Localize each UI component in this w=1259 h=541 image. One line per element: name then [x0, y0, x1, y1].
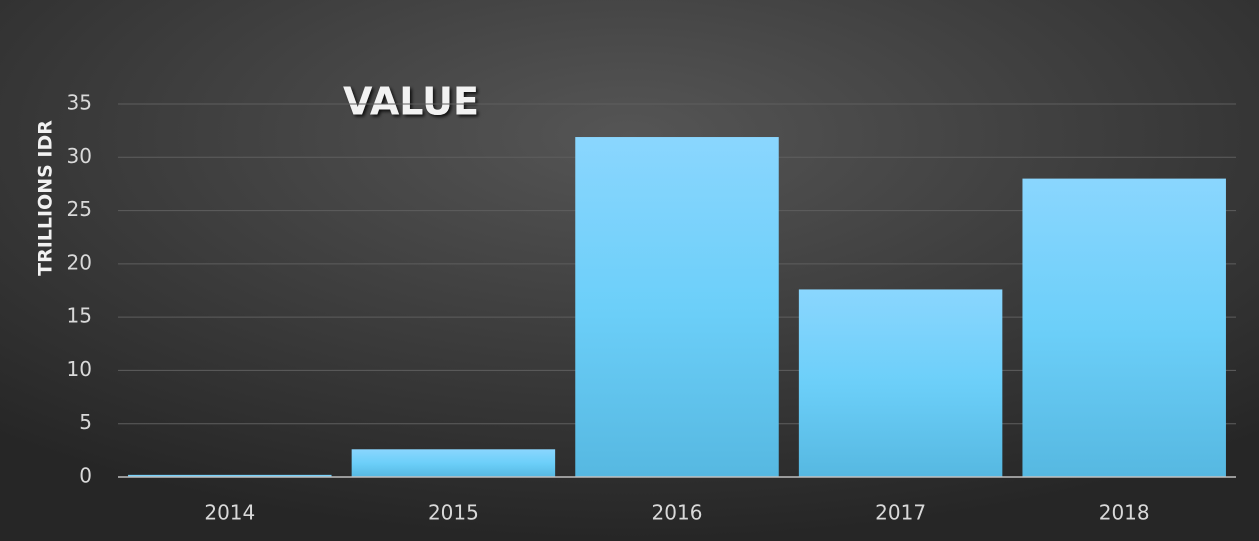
x-tick-label: 2014: [204, 501, 255, 525]
bar: [1022, 178, 1226, 477]
y-tick-label: 20: [67, 250, 92, 274]
bar: [575, 137, 779, 477]
bar: [128, 474, 332, 477]
x-tick-label: 2017: [875, 501, 926, 525]
chart-title: VALUE: [343, 80, 479, 124]
y-tick-label: 15: [67, 304, 92, 328]
y-axis-label: TRILLIONS IDR: [35, 120, 57, 276]
y-tick-label: 0: [79, 464, 92, 488]
y-tick-label: 35: [67, 91, 92, 115]
y-tick-label: 25: [67, 197, 92, 221]
bar: [351, 449, 556, 477]
bar: [798, 289, 1003, 477]
y-tick-label: 30: [67, 144, 92, 168]
y-tick-label: 5: [79, 410, 92, 434]
x-tick-label: 2018: [1099, 501, 1150, 525]
y-tick-label: 10: [67, 357, 92, 381]
x-tick-label: 2016: [652, 501, 703, 525]
x-tick-label: 2015: [428, 501, 479, 525]
